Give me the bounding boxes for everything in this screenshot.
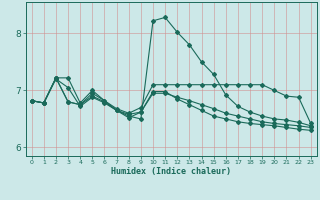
X-axis label: Humidex (Indice chaleur): Humidex (Indice chaleur) bbox=[111, 167, 231, 176]
